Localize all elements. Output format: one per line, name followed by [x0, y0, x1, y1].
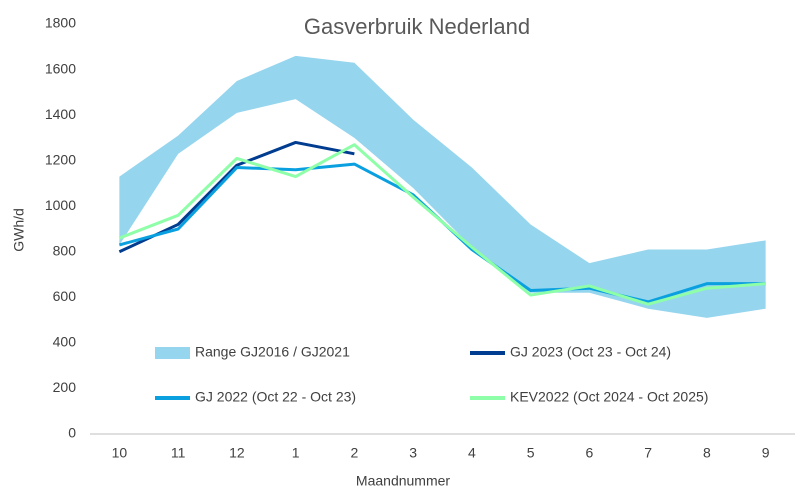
chart-title: Gasverbruik Nederland: [304, 14, 530, 39]
legend-label: GJ 2023 (Oct 23 - Oct 24): [510, 344, 671, 360]
y-axis-label: GWh/d: [11, 208, 27, 252]
y-tick-label: 1200: [45, 151, 76, 167]
legend-swatch: [155, 347, 190, 359]
x-tick-label: 4: [468, 445, 476, 461]
y-tick-label: 200: [53, 379, 77, 395]
y-tick-label: 1600: [45, 60, 76, 76]
y-tick-label: 0: [68, 425, 76, 441]
x-tick-label: 1: [292, 445, 300, 461]
legend-label: Range GJ2016 / GJ2021: [195, 344, 350, 360]
x-tick-label: 5: [527, 445, 535, 461]
series-line: [118, 143, 766, 306]
x-tick-label: 9: [762, 445, 770, 461]
x-tick-label: 2: [350, 445, 358, 461]
x-tick-label: 11: [171, 445, 186, 461]
x-tick-label: 7: [644, 445, 652, 461]
x-tick-label: 12: [229, 445, 245, 461]
x-tick-label: 6: [585, 445, 593, 461]
y-tick-label: 800: [53, 242, 77, 258]
y-tick-label: 600: [53, 288, 77, 304]
y-tick-label: 400: [53, 334, 77, 350]
legend-label: KEV2022 (Oct 2024 - Oct 2025): [510, 389, 708, 405]
y-tick-label: 1000: [45, 197, 76, 213]
x-tick-label: 8: [703, 445, 711, 461]
range-band: [119, 55, 766, 318]
legend-label: GJ 2022 (Oct 22 - Oct 23): [195, 389, 356, 405]
x-tick-label: 3: [409, 445, 417, 461]
x-tick-label: 10: [112, 445, 128, 461]
y-tick-label: 1400: [45, 106, 76, 122]
y-tick-label: 1800: [45, 15, 76, 31]
x-axis-label: Maandnummer: [356, 473, 450, 489]
